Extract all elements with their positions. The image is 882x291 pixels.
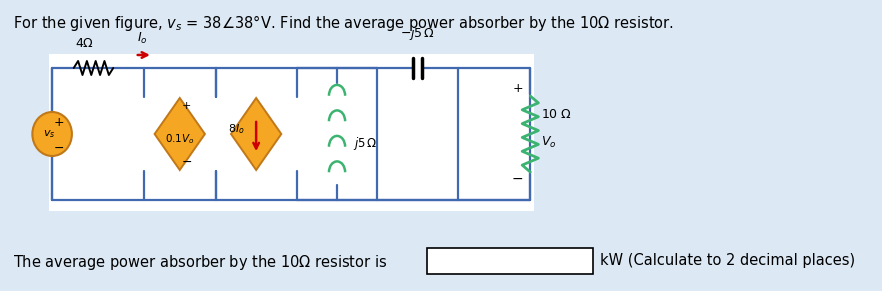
Text: $j5\,\Omega$: $j5\,\Omega$ [353, 136, 377, 152]
Text: −: − [512, 172, 524, 186]
Bar [427, 248, 594, 274]
Text: +: + [183, 101, 191, 111]
Text: For the given figure, $v_s$ = 38$\angle$38°V. Find the average power absorber by: For the given figure, $v_s$ = 38$\angle$… [12, 13, 674, 33]
Text: The average power absorber by the 10$\Omega$ resistor is: The average power absorber by the 10$\Om… [12, 253, 387, 272]
Text: +: + [512, 83, 523, 95]
Polygon shape [154, 98, 205, 170]
Text: $-j5\,\Omega$: $-j5\,\Omega$ [400, 25, 436, 42]
Text: $V_o$: $V_o$ [541, 134, 557, 150]
Text: 4$\Omega$: 4$\Omega$ [75, 37, 94, 50]
Text: $v_s$: $v_s$ [43, 128, 56, 140]
Text: $0.1V_o$: $0.1V_o$ [165, 132, 195, 146]
Polygon shape [231, 98, 281, 170]
Circle shape [33, 112, 72, 156]
Text: −: − [182, 155, 192, 168]
Text: +: + [54, 116, 64, 129]
Text: kW (Calculate to 2 decimal places): kW (Calculate to 2 decimal places) [601, 253, 856, 268]
Text: $8I_o$: $8I_o$ [228, 122, 244, 136]
Text: $I_o$: $I_o$ [137, 31, 147, 46]
Bar [49, 54, 534, 211]
Text: 10 $\Omega$: 10 $\Omega$ [541, 107, 572, 120]
Text: −: − [54, 141, 64, 155]
